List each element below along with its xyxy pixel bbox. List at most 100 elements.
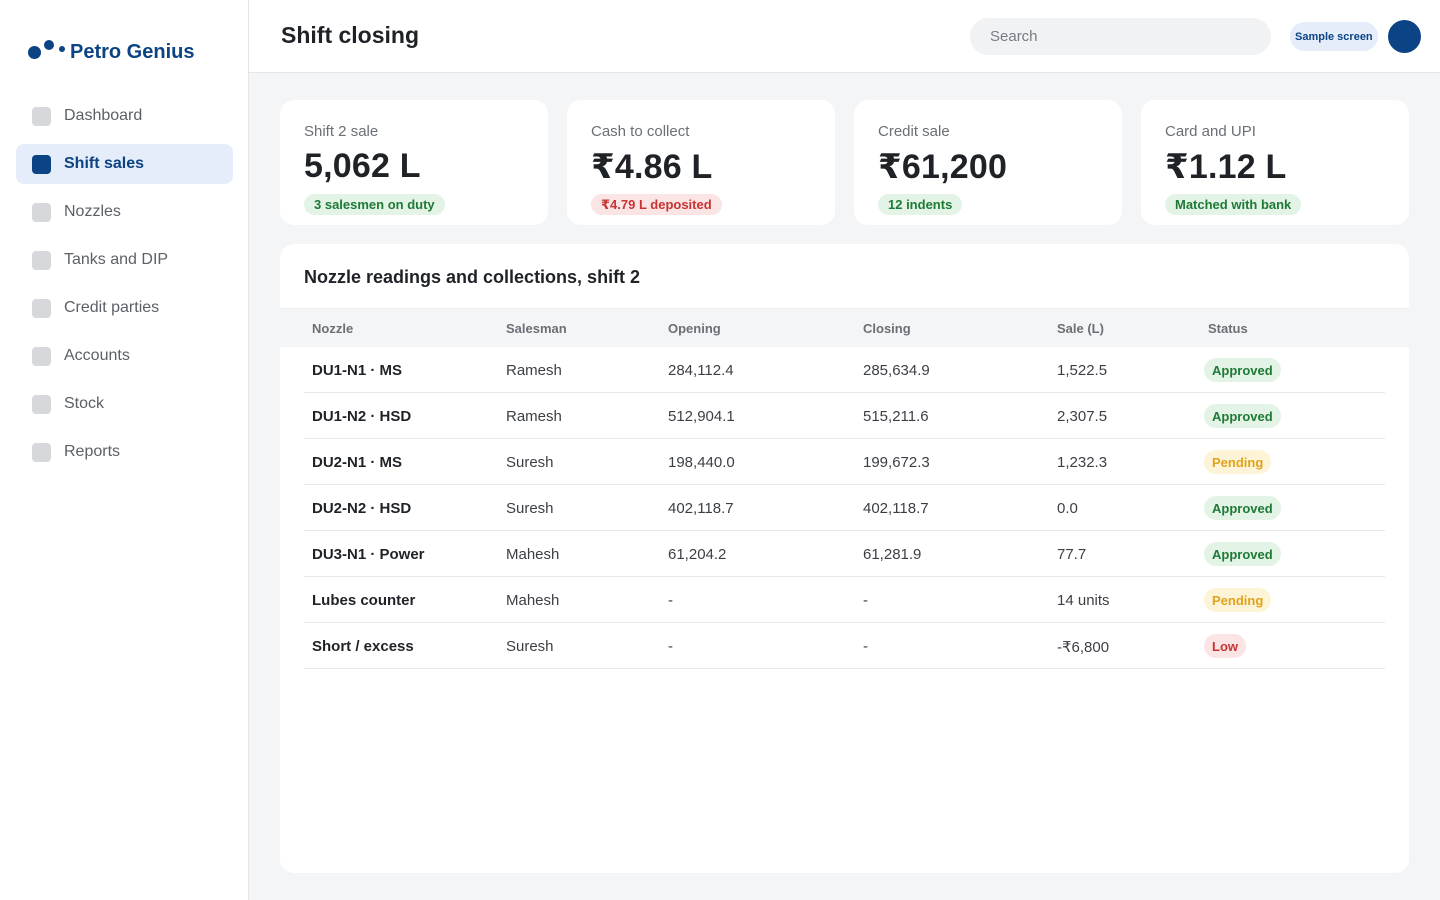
- sidebar-item-label: Stock: [64, 395, 105, 412]
- closing-cell: 285,634.9: [863, 362, 930, 379]
- reports-icon: [32, 442, 51, 462]
- card-label: Shift 2 sale: [304, 123, 379, 140]
- dashboard-icon: [32, 106, 51, 126]
- sidebar-item-label: Reports: [64, 443, 121, 460]
- sidebar-item-label: Dashboard: [64, 107, 143, 124]
- status-badge: Approved: [1204, 496, 1281, 520]
- sidebar-item-credit-parties[interactable]: Credit parties: [16, 288, 233, 328]
- nozzle-cell: DU2-N1 · MS: [312, 454, 403, 471]
- table-row[interactable]: DU1-N1 · MS Ramesh 284,112.4 285,634.9 1,522…: [304, 347, 1385, 393]
- nozzle-cell: DU1-N1 · MS: [312, 362, 403, 379]
- logo[interactable]: Petro Genius: [28, 30, 194, 64]
- sidebar-item-dashboard[interactable]: Dashboard: [16, 96, 233, 136]
- card-status-pill: 3 salesmen on duty: [304, 194, 445, 215]
- opening-cell: -: [668, 638, 673, 655]
- status-badge: Approved: [1204, 404, 1281, 428]
- summary-card: Shift 2 sale 5,062 L 3 salesmen on duty: [280, 100, 548, 225]
- salesman-cell: Ramesh: [506, 362, 562, 379]
- accounts-icon: [32, 346, 51, 366]
- page-title: Shift closing: [281, 22, 419, 48]
- sidebar: Petro Genius Dashboard Shift sales Nozzles…: [0, 0, 249, 900]
- table-row[interactable]: DU3-N1 · Power Mahesh 61,204.2 61,281.9 77.7…: [304, 531, 1385, 577]
- status-badge: Approved: [1204, 358, 1281, 382]
- table-title: Nozzle readings and collections, shift 2: [304, 267, 641, 287]
- card-status-pill: 12 indents: [878, 194, 963, 215]
- sale-cell: 1,522.5: [1057, 362, 1108, 379]
- table-row[interactable]: Short / excess Suresh - - -₹6,800 Low: [304, 623, 1385, 669]
- closing-cell: 402,118.7: [863, 500, 929, 517]
- stock-icon: [32, 394, 51, 414]
- sidebar-item-shift-sales[interactable]: Shift sales: [16, 144, 233, 184]
- table-row[interactable]: Lubes counter Mahesh - - 14 units Pending: [304, 577, 1385, 623]
- sidebar-item-stock[interactable]: Stock: [16, 384, 233, 424]
- table-row[interactable]: DU1-N2 · HSD Ramesh 512,904.1 515,211.6 2,30…: [304, 393, 1385, 439]
- opening-cell: 402,118.7: [668, 500, 734, 517]
- shift-sales-icon: [32, 154, 51, 174]
- sample-screen-badge: Sample screen: [1290, 22, 1378, 51]
- top-bar: Shift closing Sample screen: [249, 0, 1440, 73]
- closing-cell: -: [863, 592, 868, 609]
- card-value: ₹61,200: [878, 148, 1008, 186]
- column-header: Salesman: [506, 321, 567, 336]
- tanks-and-dip-icon: [32, 250, 51, 270]
- sidebar-item-reports[interactable]: Reports: [16, 432, 233, 472]
- closing-cell: -: [863, 638, 868, 655]
- sidebar-item-nozzles[interactable]: Nozzles: [16, 192, 233, 232]
- nozzle-cell: Lubes counter: [312, 592, 416, 609]
- card-value: 5,062 L: [304, 147, 421, 185]
- salesman-cell: Mahesh: [506, 592, 560, 609]
- sidebar-nav: Dashboard Shift sales Nozzles Tanks and DIP…: [16, 96, 233, 480]
- table-row[interactable]: DU2-N1 · MS Suresh 198,440.0 199,672.3 1,232…: [304, 439, 1385, 485]
- salesman-cell: Suresh: [506, 638, 554, 655]
- nozzle-readings-panel: Nozzle readings and collections, shift 2…: [280, 244, 1409, 873]
- sidebar-item-tanks-and-dip[interactable]: Tanks and DIP: [16, 240, 233, 280]
- card-label: Cash to collect: [591, 123, 690, 140]
- sale-cell: -₹6,800: [1057, 639, 1110, 656]
- table-row[interactable]: DU2-N2 · HSD Suresh 402,118.7 402,118.7 0.0 A…: [304, 485, 1385, 531]
- status-badge: Pending: [1204, 450, 1272, 474]
- salesman-cell: Mahesh: [506, 546, 560, 563]
- sidebar-item-label: Accounts: [64, 347, 130, 364]
- card-value: ₹1.12 L: [1165, 148, 1287, 186]
- closing-cell: 199,672.3: [863, 454, 930, 471]
- sale-cell: 77.7: [1057, 546, 1087, 563]
- nozzle-cell: DU1-N2 · HSD: [312, 408, 412, 425]
- card-status-pill: Matched with bank: [1165, 194, 1302, 215]
- search-input[interactable]: [970, 18, 1271, 55]
- nozzle-cell: Short / excess: [312, 638, 414, 655]
- opening-cell: -: [668, 592, 673, 609]
- status-badge: Low: [1204, 634, 1246, 658]
- logo-dots-icon: [28, 40, 68, 64]
- card-label: Card and UPI: [1165, 123, 1256, 140]
- column-header: Opening: [668, 321, 721, 336]
- summary-card: Card and UPI ₹1.12 L Matched with bank: [1141, 100, 1409, 225]
- summary-card: Cash to collect ₹4.86 L ₹4.79 L deposited: [567, 100, 835, 225]
- opening-cell: 512,904.1: [668, 408, 735, 425]
- sale-cell: 2,307.5: [1057, 408, 1108, 425]
- sidebar-item-label: Tanks and DIP: [64, 251, 169, 268]
- sidebar-item-label: Credit parties: [64, 299, 160, 316]
- column-header: Sale (L): [1057, 321, 1104, 336]
- status-badge: Pending: [1204, 588, 1272, 612]
- credit-parties-icon: [32, 298, 51, 318]
- column-header: Closing: [863, 321, 911, 336]
- table-body: DU1-N1 · MS Ramesh 284,112.4 285,634.9 1,522…: [304, 347, 1385, 669]
- brand-name: Petro Genius: [70, 41, 195, 63]
- opening-cell: 198,440.0: [668, 454, 735, 471]
- salesman-cell: Ramesh: [506, 408, 562, 425]
- opening-cell: 284,112.4: [668, 362, 734, 379]
- closing-cell: 515,211.6: [863, 408, 929, 425]
- sidebar-item-accounts[interactable]: Accounts: [16, 336, 233, 376]
- sidebar-item-label: Nozzles: [64, 203, 121, 220]
- card-label: Credit sale: [878, 123, 950, 140]
- sale-cell: 1,232.3: [1057, 454, 1108, 471]
- nozzles-icon: [32, 202, 51, 222]
- summary-card: Credit sale ₹61,200 12 indents: [854, 100, 1122, 225]
- sale-cell: 14 units: [1057, 592, 1110, 609]
- column-header: Nozzle: [312, 321, 354, 336]
- closing-cell: 61,281.9: [863, 546, 922, 563]
- salesman-cell: Suresh: [506, 500, 554, 517]
- salesman-cell: Suresh: [506, 454, 554, 471]
- card-status-pill: ₹4.79 L deposited: [591, 194, 722, 215]
- user-avatar[interactable]: [1388, 20, 1421, 53]
